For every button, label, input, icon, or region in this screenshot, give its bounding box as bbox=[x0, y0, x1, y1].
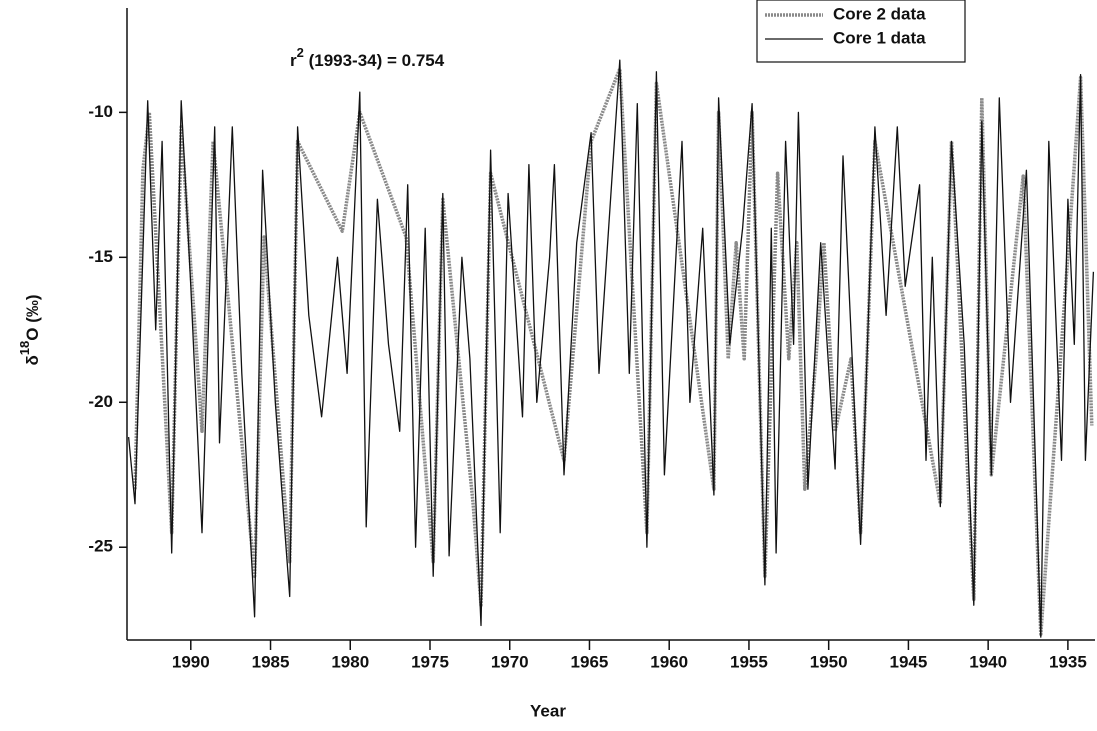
y-tick-label: -20 bbox=[88, 392, 113, 411]
x-tick-label: 1980 bbox=[331, 652, 369, 671]
x-tick-label: 1940 bbox=[969, 652, 1007, 671]
y-axis-label: δ18O (‰) bbox=[17, 294, 42, 365]
annotation-text: (1993-34) = 0.754 bbox=[304, 51, 445, 70]
series-line bbox=[127, 59, 1095, 638]
x-tick-label: 1950 bbox=[810, 652, 848, 671]
x-tick-label: 1935 bbox=[1049, 652, 1087, 671]
x-tick-label: 1990 bbox=[172, 652, 210, 671]
y-tick-label: -15 bbox=[88, 247, 113, 266]
x-tick-label: 1970 bbox=[491, 652, 529, 671]
annotation: r2 (1993-34) = 0.754 bbox=[290, 45, 445, 70]
y-tick-label: -10 bbox=[88, 102, 113, 121]
annotation-superscript: 2 bbox=[297, 45, 304, 60]
x-tick-label: 1985 bbox=[252, 652, 290, 671]
x-tick-label: 1945 bbox=[890, 652, 928, 671]
y-label-text: O (‰) bbox=[23, 294, 42, 340]
series-line bbox=[133, 67, 1094, 636]
annotation-base: r bbox=[290, 51, 297, 70]
x-axis-label: Year bbox=[530, 701, 566, 720]
x-tick-label: 1975 bbox=[411, 652, 449, 671]
legend-box bbox=[756, 0, 966, 63]
y-label-symbol: δ bbox=[23, 355, 42, 365]
x-tick-label: 1965 bbox=[571, 652, 609, 671]
y-label-superscript: 18 bbox=[17, 341, 32, 355]
x-tick-label: 1955 bbox=[730, 652, 768, 671]
legend-label: Core 1 data bbox=[833, 28, 926, 47]
x-tick-label: 1960 bbox=[650, 652, 688, 671]
legend-label: Core 2 data bbox=[833, 4, 926, 23]
y-tick-label: -25 bbox=[88, 537, 113, 556]
